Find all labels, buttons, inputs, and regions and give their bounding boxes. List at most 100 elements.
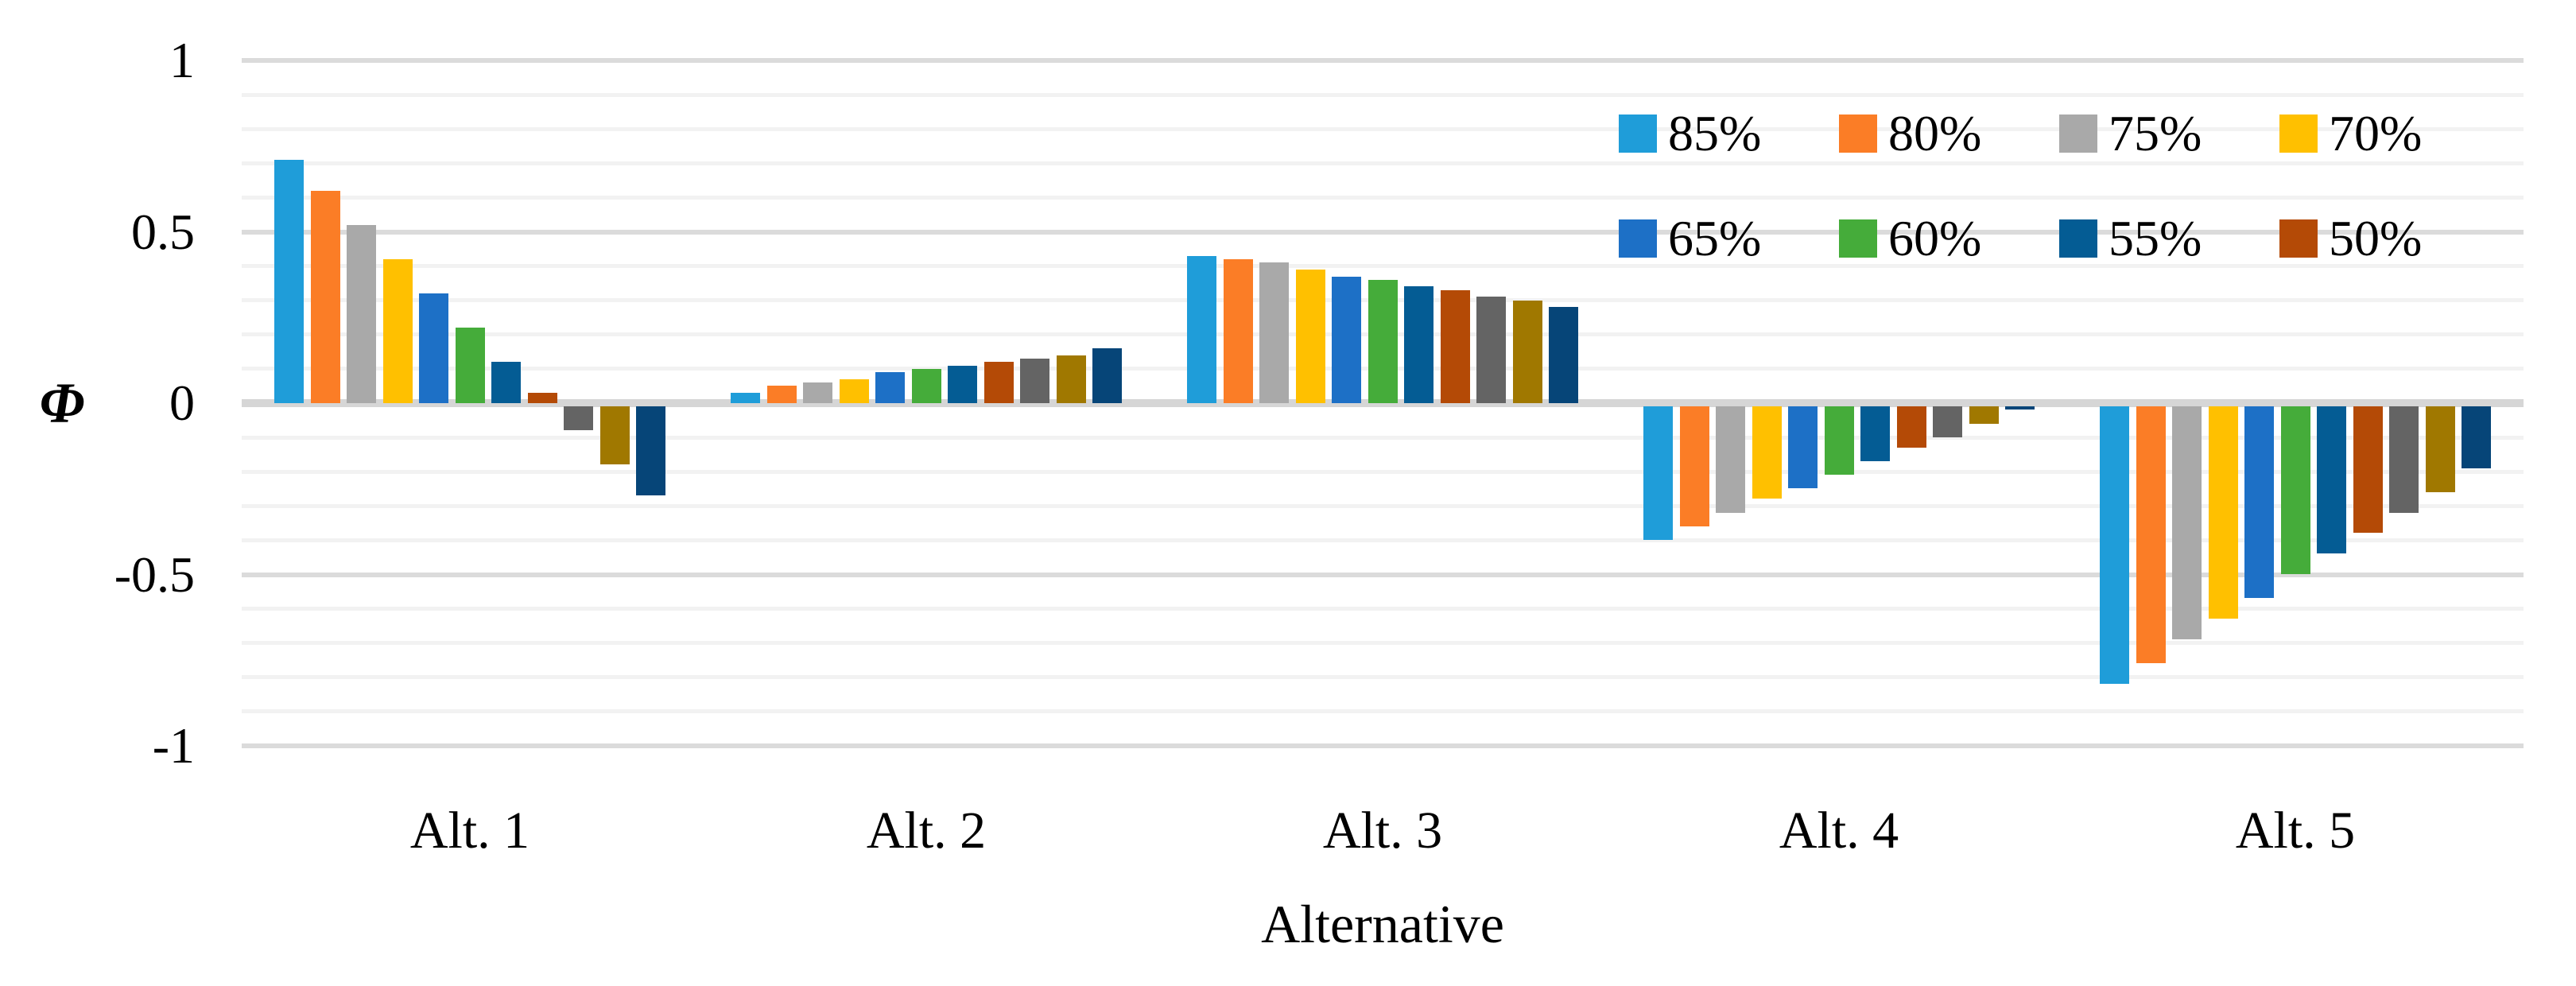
- bar-50pct-alt-3: [1440, 289, 1470, 403]
- gridline: [242, 126, 2524, 131]
- gridline: [242, 469, 2524, 474]
- bar-50pct-alt-4: [1896, 406, 1926, 448]
- legend-label: 85%: [1668, 105, 1762, 161]
- bar-75pct-alt-1: [347, 224, 376, 403]
- bar-70pct-alt-1: [382, 258, 413, 403]
- bar-series10-alt-3: [1512, 300, 1542, 403]
- legend-label: 70%: [2329, 105, 2423, 161]
- gridline: [242, 709, 2524, 714]
- legend-label: 65%: [1668, 210, 1762, 266]
- bar-series9-alt-2: [1020, 358, 1049, 403]
- bar-85pct-alt-2: [731, 393, 760, 403]
- legend-swatch-80pct: [1839, 115, 1877, 153]
- bar-series9-alt-3: [1476, 297, 1506, 403]
- legend-swatch-50pct: [2279, 219, 2318, 258]
- bar-80pct-alt-5: [2136, 406, 2166, 664]
- y-tick-label: 1: [169, 32, 195, 88]
- bar-50pct-alt-1: [527, 393, 557, 403]
- legend-swatch-55pct: [2059, 219, 2097, 258]
- bar-series11-alt-2: [1092, 348, 1122, 403]
- y-tick-label: 0: [169, 375, 195, 431]
- bar-65pct-alt-2: [875, 372, 905, 403]
- bar-65pct-alt-5: [2244, 406, 2274, 599]
- bar-85pct-alt-1: [274, 159, 304, 403]
- bar-series9-alt-4: [1933, 406, 1962, 437]
- bar-80pct-alt-4: [1679, 406, 1709, 526]
- bar-series11-alt-1: [636, 406, 665, 496]
- gridline: [242, 607, 2524, 611]
- gridline: [242, 743, 2524, 748]
- legend-entry-75pct: 75%: [2059, 108, 2202, 159]
- legend-entry-70pct: 70%: [2279, 105, 2423, 161]
- legend-label: 60%: [1888, 210, 1982, 266]
- legend-entry-80pct: 80%: [1839, 105, 1982, 161]
- bar-70pct-alt-3: [1295, 269, 1325, 403]
- gridline: [242, 641, 2524, 646]
- bar-80pct-alt-2: [766, 386, 797, 403]
- bar-60pct-alt-2: [911, 368, 941, 403]
- bar-series9-alt-5: [2389, 406, 2419, 513]
- gridline: [242, 92, 2524, 97]
- legend-entry-65pct: 65%: [1619, 210, 1762, 266]
- bar-75pct-alt-4: [1716, 406, 1745, 513]
- bar-55pct-alt-3: [1404, 286, 1433, 403]
- bar-65pct-alt-3: [1332, 276, 1361, 403]
- bar-series10-alt-2: [1056, 355, 1086, 403]
- bar-65pct-alt-1: [419, 293, 448, 403]
- y-tick-label: -1: [152, 717, 195, 774]
- gridline: [242, 675, 2524, 680]
- gridline: [242, 195, 2524, 200]
- legend-label: 80%: [1888, 105, 1982, 161]
- gridline: [242, 58, 2524, 63]
- bar-75pct-alt-3: [1259, 262, 1289, 403]
- gridline: [242, 572, 2524, 577]
- legend-swatch-75pct: [2059, 115, 2097, 153]
- bar-55pct-alt-4: [1860, 406, 1890, 461]
- y-tick-label: 0.5: [131, 203, 195, 260]
- bar-85pct-alt-5: [2100, 406, 2129, 685]
- legend-entry-60pct: 60%: [1839, 210, 1982, 266]
- x-category-label: Alt. 2: [866, 802, 987, 860]
- legend-swatch-85pct: [1619, 115, 1657, 153]
- y-tick-label: -0.5: [114, 545, 195, 603]
- bar-series11-alt-4: [2005, 406, 2035, 410]
- x-category-label: Alt. 1: [409, 802, 530, 860]
- gridline: [242, 503, 2524, 508]
- bar-65pct-alt-4: [1788, 406, 1818, 489]
- legend-label: 50%: [2329, 210, 2423, 266]
- bar-85pct-alt-3: [1187, 255, 1216, 403]
- y-axis-title: Φ: [39, 371, 85, 435]
- bar-60pct-alt-4: [1824, 406, 1854, 476]
- x-axis-zero-line: [242, 399, 2524, 407]
- bar-60pct-alt-5: [2280, 406, 2310, 575]
- gridline: [242, 161, 2524, 165]
- bar-series10-alt-5: [2425, 406, 2455, 492]
- bar-55pct-alt-5: [2317, 406, 2346, 554]
- bar-75pct-alt-2: [803, 382, 832, 403]
- legend-swatch-70pct: [2279, 115, 2318, 153]
- bar-80pct-alt-1: [310, 190, 340, 403]
- bar-80pct-alt-3: [1223, 258, 1253, 403]
- bar-85pct-alt-4: [1643, 406, 1673, 541]
- gridline: [242, 264, 2524, 269]
- x-axis-title: Alternative: [1261, 894, 1504, 954]
- bar-series10-alt-1: [599, 406, 630, 465]
- bar-series10-alt-4: [1969, 406, 1999, 424]
- x-category-label: Alt. 3: [1322, 802, 1443, 860]
- bar-series9-alt-1: [564, 406, 593, 431]
- x-category-label: Alt. 4: [1779, 802, 1899, 860]
- x-category-label: Alt. 5: [2235, 802, 2356, 860]
- legend-swatch-60pct: [1839, 219, 1877, 258]
- legend-entry-85pct: 85%: [1619, 105, 1762, 161]
- gridline: [242, 435, 2524, 440]
- bar-55pct-alt-2: [948, 365, 977, 403]
- bar-60pct-alt-1: [455, 328, 485, 403]
- bar-70pct-alt-5: [2208, 406, 2238, 619]
- legend-swatch-65pct: [1619, 219, 1657, 258]
- legend-entry-50pct: 50%: [2279, 210, 2423, 266]
- bar-50pct-alt-5: [2353, 406, 2383, 534]
- gridline: [242, 229, 2524, 235]
- bar-series11-alt-3: [1549, 307, 1578, 403]
- gridline: [242, 538, 2524, 542]
